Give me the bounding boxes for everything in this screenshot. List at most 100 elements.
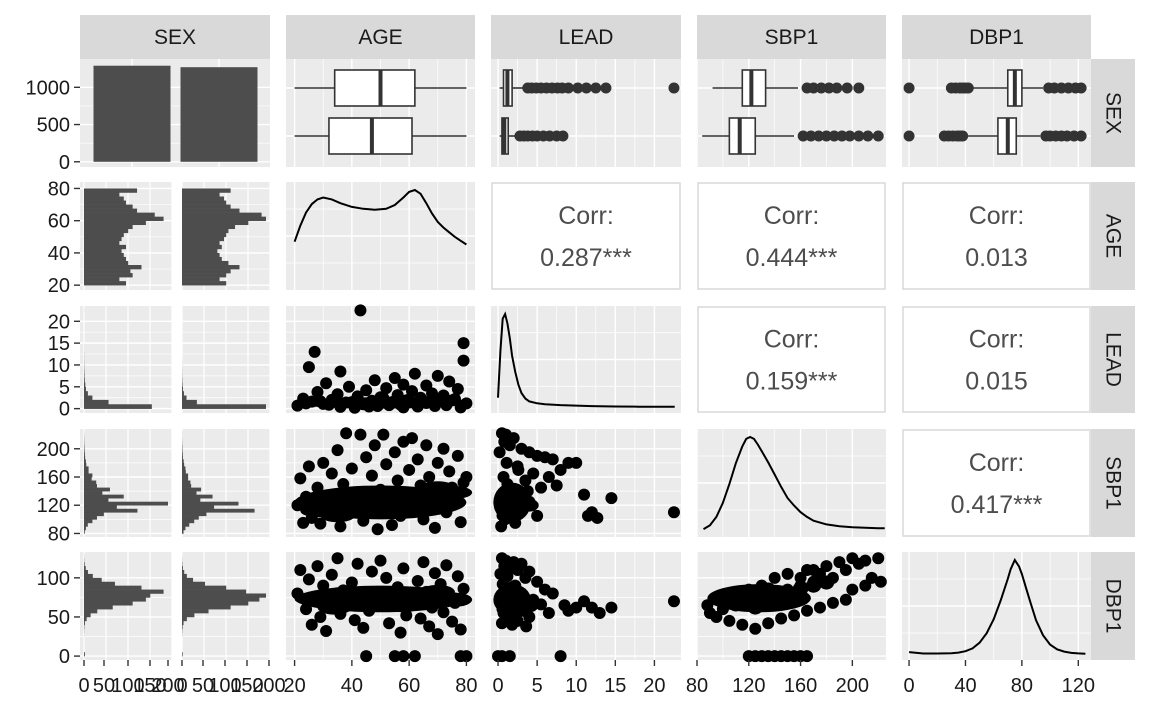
box-outlier — [820, 130, 832, 142]
scatter-point — [302, 460, 315, 473]
sex-bar-1 — [180, 67, 258, 162]
hist-bar-female — [182, 204, 231, 209]
hist-bar-male — [84, 212, 155, 217]
hist-bar-female — [182, 256, 222, 262]
hist-bar-female — [182, 260, 229, 266]
x-tick-label-sex: 150 — [133, 675, 166, 697]
hist-bar-male — [84, 256, 126, 262]
x-tick-label-sbp1: 200 — [836, 675, 869, 697]
box-outlier — [853, 82, 865, 94]
box-outlier — [813, 130, 825, 142]
hist-bar-male — [84, 269, 131, 274]
hist-bar-female — [182, 613, 195, 618]
hist-bar-male — [84, 224, 133, 230]
hist-bar-male — [84, 373, 85, 379]
hist-bar-female — [182, 395, 187, 401]
corr-label: Corr: — [764, 326, 820, 354]
hist-bar-male — [84, 462, 87, 467]
hist-bar-male — [84, 494, 124, 499]
scatter-point — [380, 458, 393, 471]
hist-bar-female — [182, 477, 189, 481]
scatter-point — [546, 587, 559, 600]
corr-value: 0.287*** — [540, 244, 632, 272]
strip-top-sex — [80, 15, 270, 59]
scatter-point — [503, 439, 516, 452]
scatter-point — [426, 497, 439, 510]
scatter-point — [317, 579, 330, 592]
scatter-point — [729, 599, 742, 612]
scatter-point — [314, 517, 327, 530]
scatter-point — [374, 483, 387, 496]
scatter-point — [667, 506, 680, 519]
scatter-point — [527, 467, 540, 480]
scatter-point — [434, 578, 447, 591]
scatter-point — [775, 612, 788, 625]
strip-label-right-dbp1: DBP1 — [1102, 579, 1125, 634]
hist-bar-male — [84, 273, 133, 278]
scatter-point — [311, 386, 324, 399]
box-outlier — [1075, 130, 1087, 142]
hist-bar-male — [84, 487, 110, 492]
panel-bg-sex-dbp1 — [902, 59, 1091, 167]
scatter-point — [781, 583, 794, 596]
hist-bar-female — [182, 455, 183, 460]
hist-bar-female — [182, 577, 194, 583]
scatter-point — [374, 554, 387, 567]
x-tick-label-sex: 50 — [93, 675, 115, 697]
hist-bar-female — [182, 452, 183, 457]
scatter-point — [345, 462, 358, 475]
hist-bar-male — [84, 240, 120, 246]
strip-right-sex — [1091, 59, 1135, 167]
scatter-point — [397, 650, 410, 663]
scatter-point — [411, 574, 424, 587]
hist-bar-female — [182, 529, 184, 534]
x-tick-label-lead: 15 — [604, 675, 626, 697]
scatter-point — [874, 575, 887, 588]
y-tick-label-age: 20 — [48, 275, 70, 297]
scatter-point — [749, 622, 762, 635]
hist-bar-male — [84, 244, 126, 250]
hist-bar-male — [84, 522, 88, 527]
scatter-point — [388, 650, 401, 663]
y-tick-label-age: 60 — [48, 211, 70, 233]
hist-bar-male — [84, 605, 113, 610]
hist-bar-male — [84, 577, 102, 583]
y-tick-label-lead: 5 — [59, 377, 70, 399]
scatter-point — [311, 560, 324, 573]
strip-label-top-age: AGE — [358, 26, 402, 49]
y-tick-label-age: 80 — [48, 178, 70, 200]
sex-bar-0 — [93, 65, 171, 162]
hist-bar-male — [84, 570, 88, 575]
scatter-point — [794, 571, 807, 584]
scatter-point — [320, 504, 333, 517]
hist-bar-male — [84, 508, 138, 513]
scatter-point — [420, 439, 433, 452]
hist-bar-male — [84, 519, 93, 524]
scatter-point — [360, 650, 373, 663]
scatter-point — [755, 591, 768, 604]
box-outlier — [805, 130, 817, 142]
box-outlier — [862, 130, 874, 142]
scatter-point — [406, 492, 418, 505]
hist-bar-male — [84, 236, 122, 242]
scatter-point — [391, 474, 404, 487]
hist-bar-male — [84, 265, 142, 270]
scatter-point — [460, 471, 473, 483]
hist-bar-male — [84, 512, 104, 517]
scatter-point — [305, 618, 318, 631]
hist-bar-female — [182, 281, 227, 286]
scatter-point — [519, 571, 532, 584]
hist-bar-female — [182, 404, 266, 409]
scatter-point — [535, 598, 548, 611]
scatter-point — [443, 465, 456, 478]
scatter-point — [519, 474, 532, 487]
scatter-point — [454, 623, 467, 636]
x-tick-label-lead: 10 — [565, 675, 587, 697]
scatter-point — [457, 337, 470, 350]
hist-bar-female — [182, 522, 190, 527]
panel-bg-sex-sbp1 — [697, 59, 886, 167]
scatter-point — [511, 564, 524, 576]
scatter-point — [357, 621, 370, 634]
density-line-sbp1 — [702, 435, 885, 530]
y-tick-label-lead: 15 — [48, 333, 70, 355]
